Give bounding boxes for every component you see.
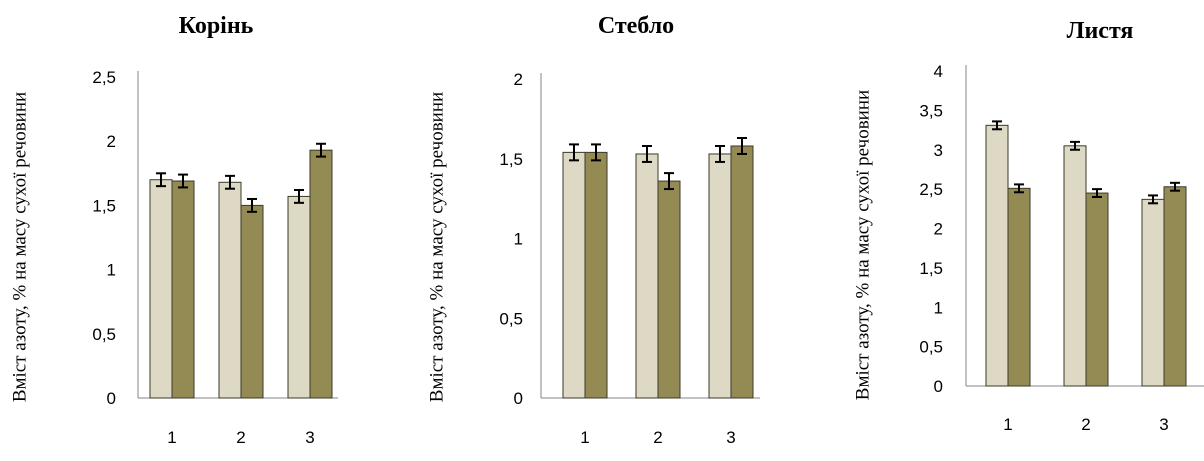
bar [562,151,586,399]
x-tick-label: 2 [1081,415,1090,434]
bar [1163,186,1187,387]
x-tick-label: 3 [726,428,735,447]
bar [1007,187,1031,387]
y-tick-label: 1,5 [499,150,523,169]
y-tick-label: 0,5 [92,325,116,344]
bar [1141,198,1165,387]
chart-title: Листя [1067,18,1134,44]
x-tick-label: 2 [653,428,662,447]
y-axis-label: Вміст азоту, % на масу сухої речовини [10,92,31,402]
bar [584,151,608,399]
y-tick-label: 3,5 [919,101,943,120]
y-tick-label: 0 [514,389,523,408]
y-tick-label: 0 [107,389,116,408]
y-axis-label: Вміст азоту, % на масу сухої речовини [853,90,874,400]
y-tick-label: 2 [107,132,116,151]
x-tick-label: 3 [1159,415,1168,434]
x-tick-label: 2 [236,428,245,447]
x-tick-label: 1 [580,428,589,447]
y-axis-label: Вміст азоту, % на масу сухої речовини [427,92,448,402]
x-tick-label: 1 [1003,415,1012,434]
y-tick-label: 0,5 [919,338,943,357]
x-tick-label: 1 [167,428,176,447]
bar [1085,192,1109,387]
y-tick-label: 1,5 [92,196,116,215]
bar [240,204,264,399]
bar [149,179,173,399]
bar [730,145,754,399]
bar [1063,145,1087,387]
bar [708,153,732,399]
y-tick-label: 1 [107,261,116,280]
chart-title: Стебло [598,13,674,39]
bar [309,149,333,399]
y-tick-label: 0,5 [499,309,523,328]
x-tick-label: 3 [305,428,314,447]
bar [657,180,681,399]
y-tick-label: 2 [514,70,523,89]
y-tick-label: 0 [934,377,943,396]
bar [635,153,659,399]
y-tick-label: 1,5 [919,259,943,278]
y-tick-label: 2,5 [92,68,116,87]
bar [985,124,1009,387]
y-tick-label: 2 [934,220,943,239]
y-tick-label: 4 [934,62,943,81]
y-tick-label: 3 [934,141,943,160]
bar [171,180,195,399]
chart-title: Корінь [179,13,254,39]
y-tick-label: 1 [934,298,943,317]
y-tick-label: 1 [514,230,523,249]
bar [218,181,242,399]
y-tick-label: 2,5 [919,180,943,199]
bar [287,195,311,399]
